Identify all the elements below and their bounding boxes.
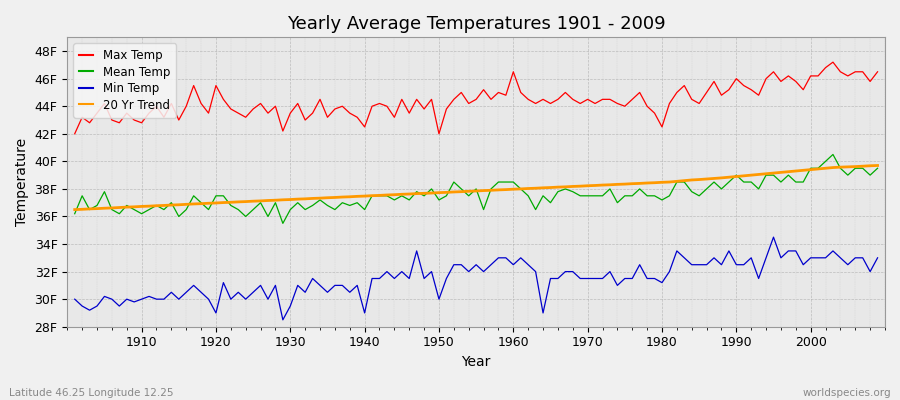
Title: Yearly Average Temperatures 1901 - 2009: Yearly Average Temperatures 1901 - 2009 <box>287 15 665 33</box>
Legend: Max Temp, Mean Temp, Min Temp, 20 Yr Trend: Max Temp, Mean Temp, Min Temp, 20 Yr Tre… <box>73 43 176 118</box>
X-axis label: Year: Year <box>462 355 490 369</box>
Y-axis label: Temperature: Temperature <box>15 138 29 226</box>
Text: worldspecies.org: worldspecies.org <box>803 388 891 398</box>
Text: Latitude 46.25 Longitude 12.25: Latitude 46.25 Longitude 12.25 <box>9 388 174 398</box>
